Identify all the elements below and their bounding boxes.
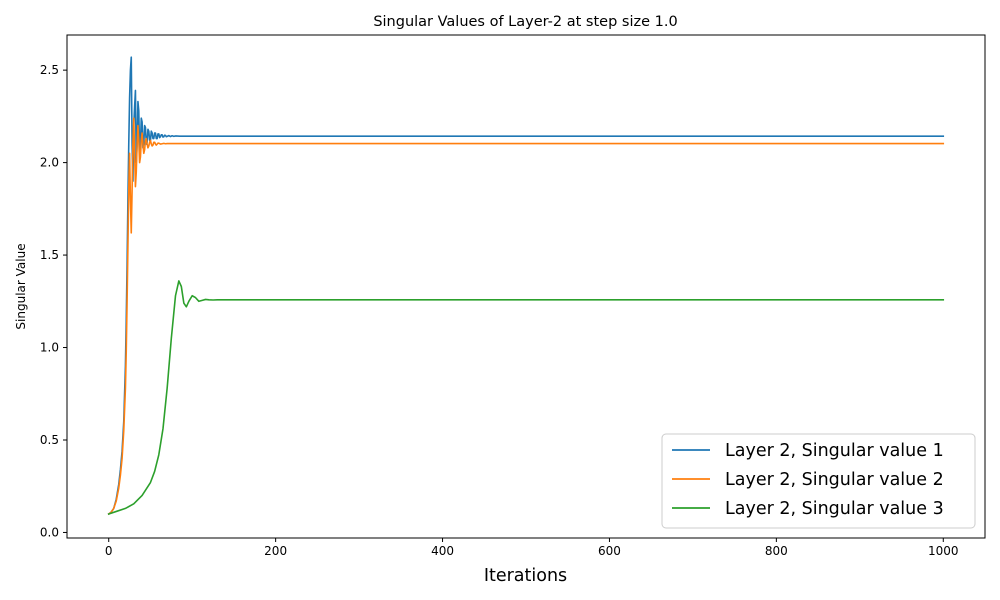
series-line-2	[107, 117, 945, 516]
legend-box	[661, 433, 976, 529]
series-layer	[107, 56, 945, 516]
y-tick-label: 1.0	[40, 341, 59, 355]
legend: Layer 2, Singular value 1 Layer 2, Singul…	[661, 433, 976, 529]
x-axis-label: Iterations	[484, 566, 567, 586]
x-axis-ticks: 0 200 400 600 800 1000	[105, 538, 959, 558]
y-axis-ticks: 0.0 0.5 1.0 1.5 2.0 2.5	[40, 63, 67, 539]
legend-label-1: Layer 2, Singular value 1	[725, 441, 944, 461]
series-line-3	[107, 280, 945, 515]
y-tick-label: 0.0	[40, 525, 59, 539]
plot-frame	[66, 34, 986, 539]
legend-label-3: Layer 2, Singular value 3	[725, 499, 944, 519]
x-tick-label: 0	[105, 544, 113, 558]
y-tick-label: 2.0	[40, 156, 59, 170]
x-tick-label: 200	[264, 544, 287, 558]
plot-area	[66, 34, 986, 539]
x-tick-label: 800	[765, 544, 788, 558]
x-tick-label: 1000	[928, 544, 959, 558]
y-tick-label: 0.5	[40, 433, 59, 447]
y-axis-label: Singular Value	[14, 243, 28, 329]
x-tick-label: 600	[598, 544, 621, 558]
y-tick-label: 2.5	[40, 63, 59, 77]
y-tick-label: 1.5	[40, 248, 59, 262]
x-tick-label: 400	[431, 544, 454, 558]
legend-label-2: Layer 2, Singular value 2	[725, 470, 944, 490]
chart-title: Singular Values of Layer-2 at step size …	[373, 14, 677, 30]
